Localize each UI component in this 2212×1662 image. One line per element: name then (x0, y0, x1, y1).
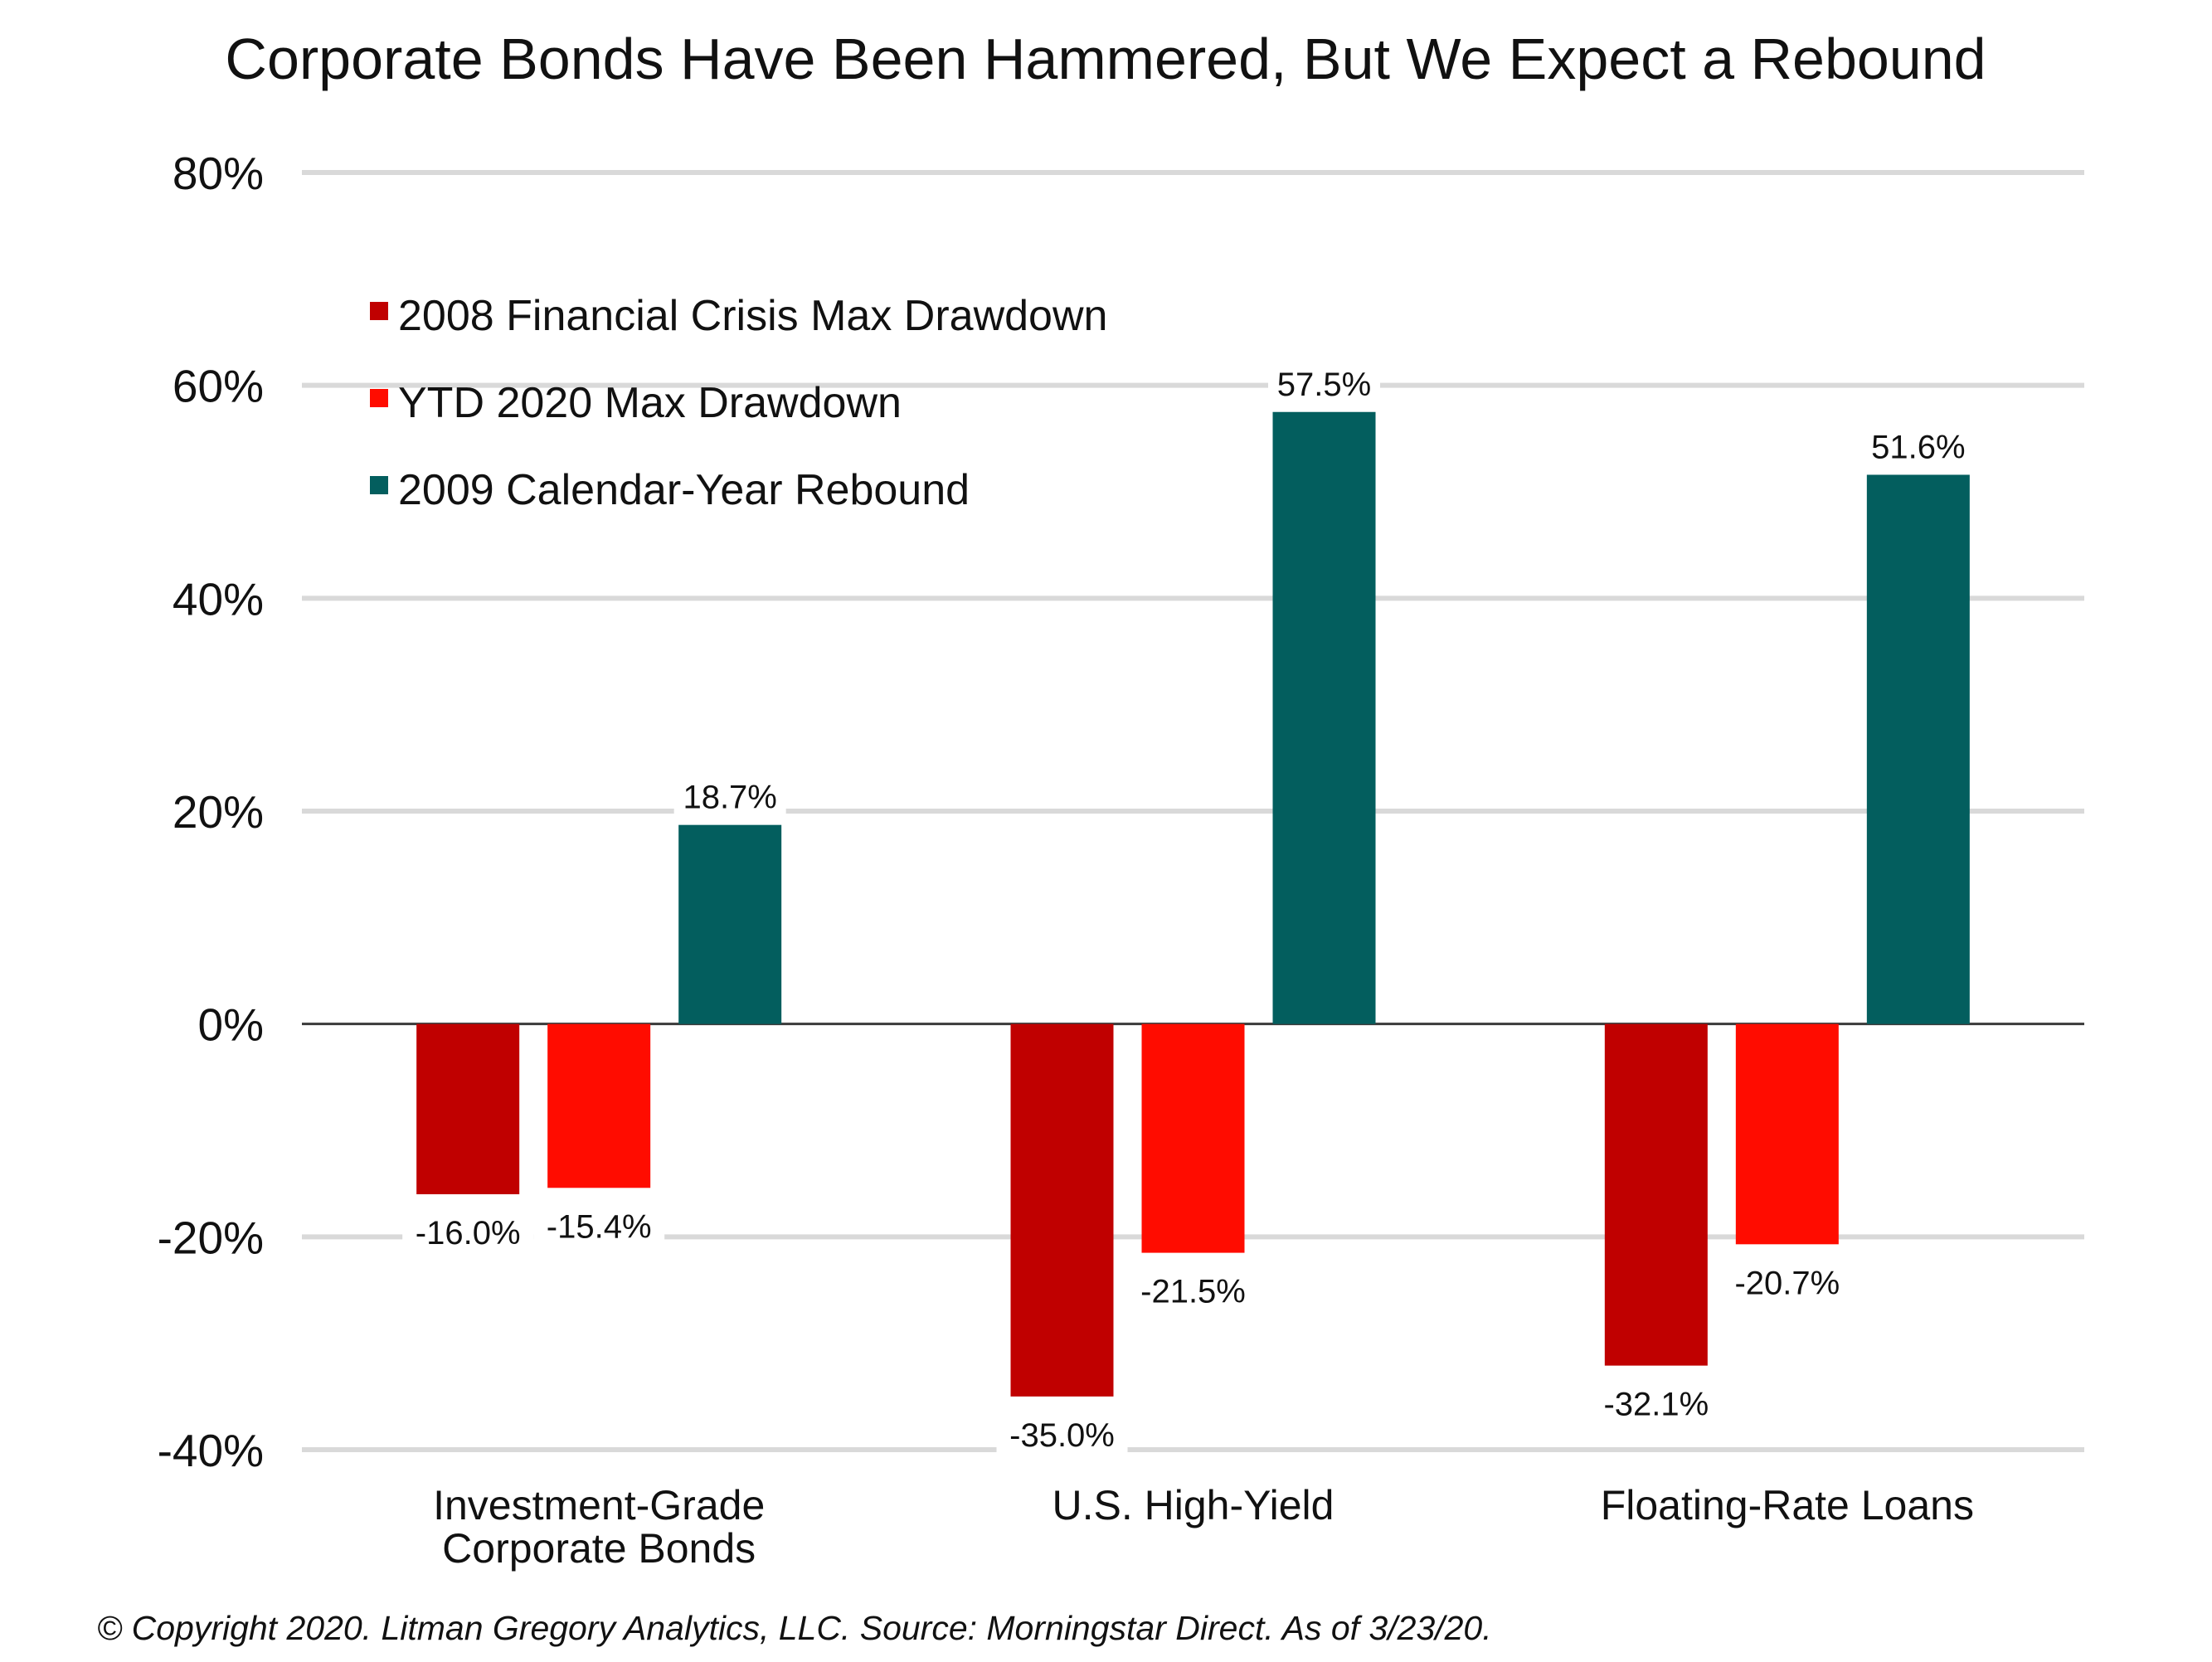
y-tick-label: -40% (158, 1425, 264, 1476)
bars (416, 411, 1970, 1397)
y-tick-label: 40% (173, 573, 264, 624)
x-tick-label: Floating-Rate Loans (1601, 1482, 1974, 1528)
bar (416, 1023, 520, 1194)
data-label: -21.5% (1140, 1274, 1246, 1310)
data-label: -15.4% (547, 1208, 652, 1245)
bar (1272, 411, 1376, 1024)
data-label: 57.5% (1277, 367, 1371, 403)
bar (678, 824, 782, 1024)
legend: 2008 Financial Crisis Max Drawdown YTD 20… (370, 292, 1107, 514)
data-label: -16.0% (416, 1215, 521, 1251)
data-label: 51.6% (1871, 429, 1965, 465)
y-axis: 80% 60% 40% 20% 0% -20% -40% (158, 148, 264, 1476)
legend-label: YTD 2020 Max Drawdown (398, 379, 902, 427)
y-tick-label: -20% (158, 1212, 264, 1263)
y-tick-label: 20% (173, 786, 264, 838)
bar (1604, 1023, 1708, 1366)
data-labels: -16.0% -15.4% 18.7% -35.0% -21.5% 57.5% -32.1%… (402, 358, 1975, 1456)
legend-swatch (370, 476, 388, 494)
data-label-bg (996, 1409, 1128, 1456)
data-label: -20.7% (1734, 1265, 1840, 1301)
chart-title: Corporate Bonds Have Been Hammered, But … (225, 27, 1986, 91)
bar (547, 1023, 651, 1188)
data-label: -32.1% (1603, 1387, 1709, 1423)
x-tick-label: Investment-Grade (433, 1482, 765, 1528)
y-tick-label: 60% (173, 361, 264, 412)
data-label-bg (533, 1201, 665, 1248)
data-label-bg (1862, 421, 1975, 469)
bar (1735, 1023, 1839, 1245)
data-label-bg (1590, 1378, 1722, 1426)
y-tick-label: 0% (198, 999, 265, 1051)
legend-swatch (370, 302, 388, 320)
legend-label: 2009 Calendar-Year Rebound (398, 466, 970, 514)
data-label-bg (1127, 1266, 1259, 1313)
y-tick-label: 80% (173, 148, 264, 199)
data-label-bg (1721, 1257, 1853, 1305)
data-label-bg (1268, 358, 1380, 406)
legend-label: 2008 Financial Crisis Max Drawdown (398, 292, 1107, 340)
bar (1866, 474, 1970, 1024)
x-tick-label: U.S. High-Yield (1053, 1482, 1334, 1528)
bar (1010, 1023, 1114, 1397)
data-label-bg (673, 771, 786, 819)
data-label-bg (402, 1208, 534, 1254)
bar (1141, 1023, 1245, 1253)
data-label: 18.7% (683, 780, 776, 816)
legend-swatch (370, 389, 388, 407)
x-tick-label: Corporate Bonds (442, 1525, 756, 1572)
footnote: © Copyright 2020. Litman Gregory Analyti… (97, 1609, 1492, 1647)
data-label: -35.0% (1009, 1417, 1115, 1454)
